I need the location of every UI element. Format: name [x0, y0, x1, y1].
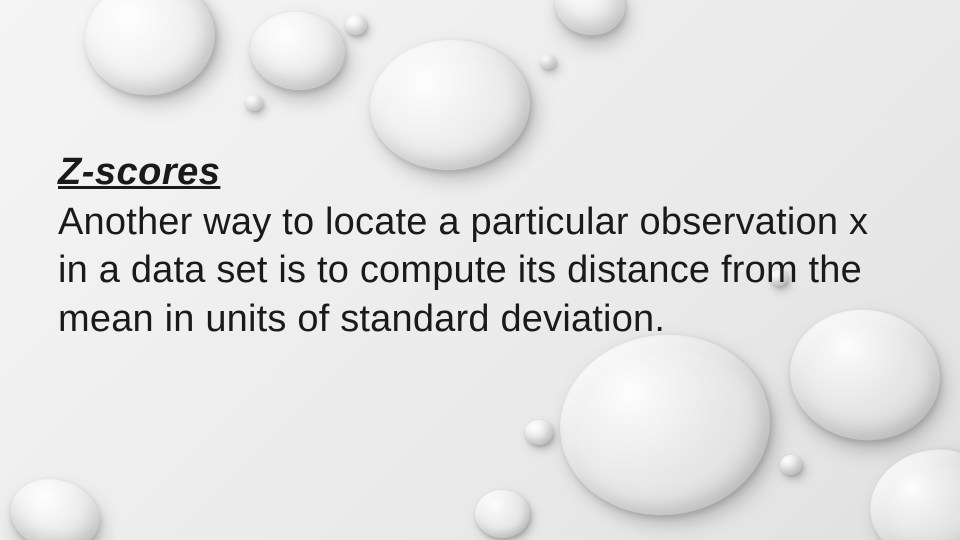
water-droplet — [525, 420, 553, 445]
water-droplet — [551, 325, 779, 526]
content-block: Z-scores Another way to locate a particu… — [58, 150, 900, 343]
water-droplet — [247, 8, 348, 94]
water-droplet — [78, 0, 223, 103]
water-droplet — [345, 15, 367, 35]
water-droplet — [860, 438, 960, 540]
water-droplet — [550, 0, 629, 41]
water-droplet — [245, 95, 263, 111]
water-droplet — [540, 55, 556, 69]
slide-body-text: Another way to locate a particular obser… — [58, 198, 900, 344]
water-droplet — [780, 455, 802, 475]
water-droplet — [2, 470, 107, 540]
slide: Z-scores Another way to locate a particu… — [0, 0, 960, 540]
slide-heading: Z-scores — [58, 150, 900, 196]
water-droplet — [475, 490, 530, 538]
